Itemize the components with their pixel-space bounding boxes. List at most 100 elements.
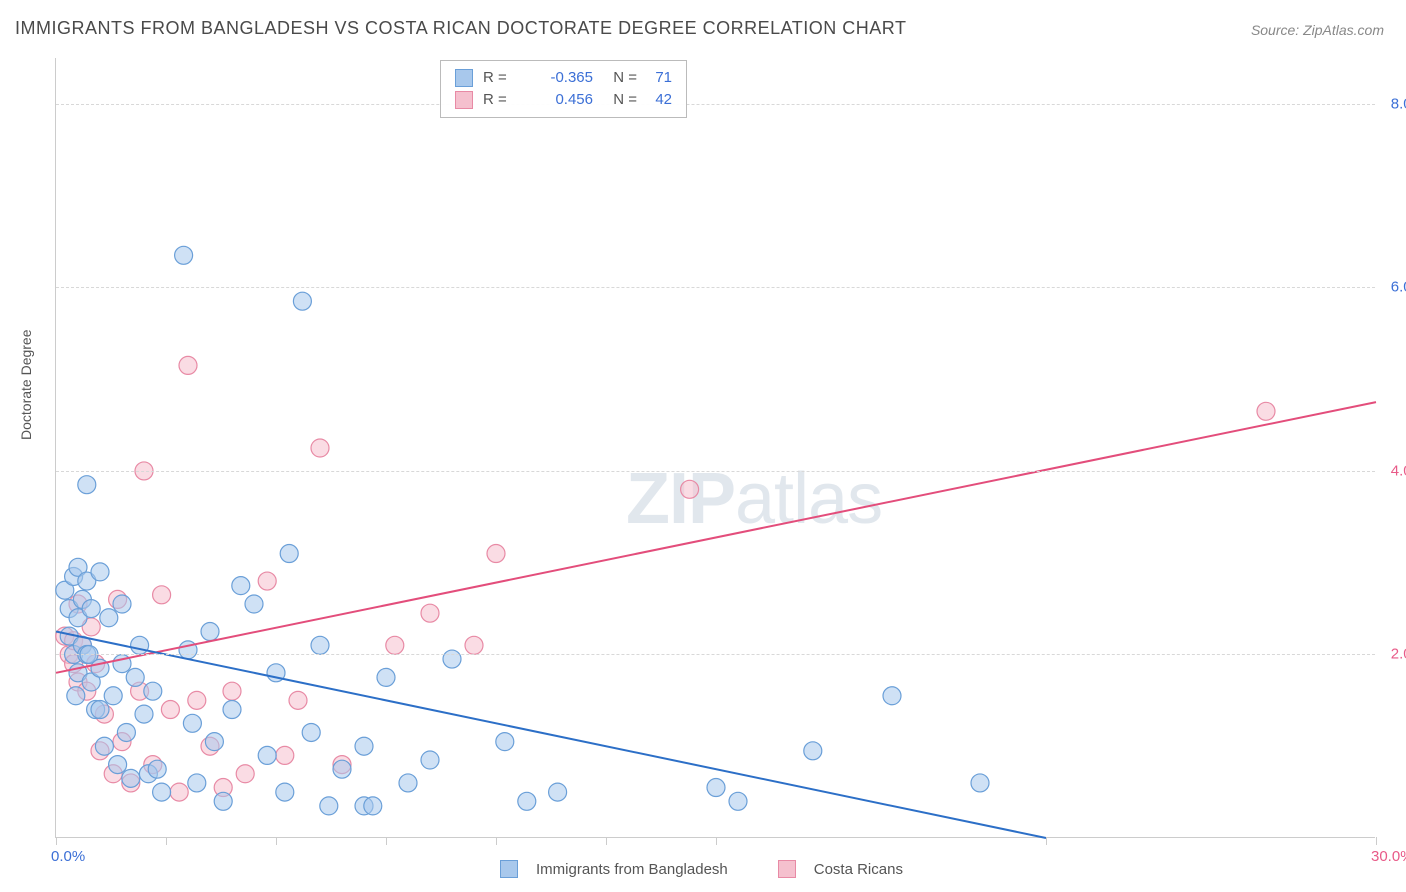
y-tick-label: 2.0% — [1391, 646, 1406, 663]
data-point — [232, 577, 250, 595]
chart-title: IMMIGRANTS FROM BANGLADESH VS COSTA RICA… — [15, 18, 906, 39]
gridline — [56, 654, 1375, 655]
data-point — [153, 783, 171, 801]
data-point — [82, 600, 100, 618]
data-point — [148, 760, 166, 778]
data-point — [311, 636, 329, 654]
chart-container: IMMIGRANTS FROM BANGLADESH VS COSTA RICA… — [0, 0, 1406, 892]
data-point — [170, 783, 188, 801]
data-point — [104, 687, 122, 705]
data-point — [223, 682, 241, 700]
plot-area: ZIPatlas 2.0%4.0%6.0%8.0%0.0%30.0% — [55, 58, 1375, 838]
data-point — [971, 774, 989, 792]
data-point — [421, 751, 439, 769]
legend-series: Immigrants from Bangladesh Costa Ricans — [500, 860, 903, 878]
data-point — [236, 765, 254, 783]
data-point — [153, 586, 171, 604]
data-point — [399, 774, 417, 792]
data-point — [320, 797, 338, 815]
source-label: Source: ZipAtlas.com — [1251, 22, 1384, 38]
data-point — [377, 668, 395, 686]
data-point — [355, 737, 373, 755]
data-point — [188, 774, 206, 792]
data-point — [681, 480, 699, 498]
data-point — [729, 792, 747, 810]
r-value-pink: 0.456 — [523, 89, 593, 111]
y-axis-title: Doctorate Degree — [18, 329, 34, 440]
legend-stats-row-blue: R = -0.365 N = 71 — [455, 67, 672, 89]
data-point — [245, 595, 263, 613]
data-point — [518, 792, 536, 810]
data-point — [179, 356, 197, 374]
r-label: R = — [483, 67, 523, 89]
data-point — [214, 792, 232, 810]
data-point — [126, 668, 144, 686]
x-tick — [606, 837, 607, 845]
data-point — [280, 545, 298, 563]
data-point — [91, 701, 109, 719]
data-point — [883, 687, 901, 705]
data-point — [465, 636, 483, 654]
data-point — [117, 723, 135, 741]
data-point — [100, 609, 118, 627]
data-point — [293, 292, 311, 310]
data-point — [364, 797, 382, 815]
r-label: R = — [483, 89, 523, 111]
x-tick-label: 0.0% — [51, 848, 85, 865]
data-point — [258, 572, 276, 590]
series-label-pink: Costa Ricans — [814, 861, 903, 878]
legend-item-pink: Costa Ricans — [778, 860, 903, 878]
data-point — [175, 246, 193, 264]
n-label: N = — [597, 67, 637, 89]
y-tick-label: 6.0% — [1391, 279, 1406, 296]
n-value-pink: 42 — [637, 89, 672, 111]
data-point — [122, 769, 140, 787]
y-tick-label: 4.0% — [1391, 462, 1406, 479]
data-point — [311, 439, 329, 457]
data-point — [91, 563, 109, 581]
x-tick — [386, 837, 387, 845]
data-point — [201, 623, 219, 641]
data-point — [421, 604, 439, 622]
data-point — [109, 756, 127, 774]
gridline — [56, 287, 1375, 288]
data-point — [67, 687, 85, 705]
x-tick — [166, 837, 167, 845]
data-point — [289, 691, 307, 709]
data-point — [1257, 402, 1275, 420]
x-tick — [276, 837, 277, 845]
data-point — [113, 595, 131, 613]
data-point — [549, 783, 567, 801]
data-point — [183, 714, 201, 732]
r-value-blue: -0.365 — [523, 67, 593, 89]
x-tick — [1376, 837, 1377, 845]
data-point — [496, 733, 514, 751]
x-tick-label: 30.0% — [1371, 848, 1406, 865]
data-point — [135, 705, 153, 723]
data-point — [131, 636, 149, 654]
legend-stats-row-pink: R = 0.456 N = 42 — [455, 89, 672, 111]
gridline — [56, 104, 1375, 105]
x-tick — [716, 837, 717, 845]
data-point — [333, 760, 351, 778]
data-point — [223, 701, 241, 719]
n-value-blue: 71 — [637, 67, 672, 89]
trend-line — [56, 632, 1046, 838]
data-point — [161, 701, 179, 719]
data-point — [205, 733, 223, 751]
series-label-blue: Immigrants from Bangladesh — [536, 861, 728, 878]
x-tick — [496, 837, 497, 845]
trend-line — [56, 402, 1376, 673]
data-point — [258, 746, 276, 764]
legend-item-blue: Immigrants from Bangladesh — [500, 860, 728, 878]
y-tick-label: 8.0% — [1391, 95, 1406, 112]
data-point — [144, 682, 162, 700]
n-label: N = — [597, 89, 637, 111]
data-point — [302, 723, 320, 741]
data-point — [188, 691, 206, 709]
data-point — [95, 737, 113, 755]
x-tick — [56, 837, 57, 845]
legend-stats: R = -0.365 N = 71 R = 0.456 N = 42 — [440, 60, 687, 118]
swatch-blue — [455, 69, 473, 87]
swatch-pink — [455, 91, 473, 109]
